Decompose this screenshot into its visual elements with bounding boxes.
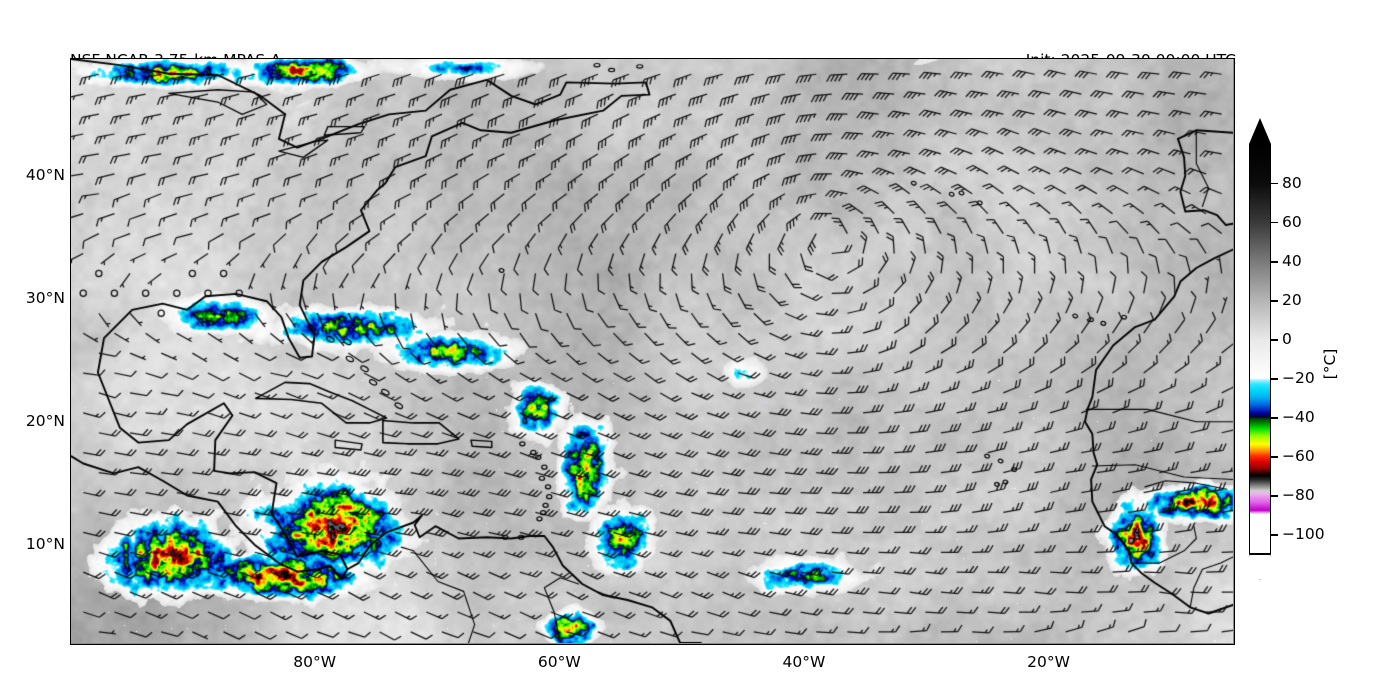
map-plot-area[interactable] xyxy=(70,58,1235,645)
colorbar[interactable] xyxy=(1249,118,1271,580)
lon-tick-60°W: 60°W xyxy=(537,653,581,671)
colorbar-tick-mark xyxy=(1271,222,1278,224)
colorbar-tick-mark xyxy=(1271,300,1278,302)
colorbar-tick-mark xyxy=(1271,261,1278,263)
colorbar-tick-mark xyxy=(1271,183,1278,185)
lon-tick-40°W: 40°W xyxy=(782,653,826,671)
colorbar-tick-mark xyxy=(1271,456,1278,458)
colorbar-tick-mark xyxy=(1271,495,1278,497)
colorbar-tick-0: 0 xyxy=(1282,330,1292,349)
lat-tick-20°N: 20°N xyxy=(25,411,65,430)
colorbar-tick--20: −20 xyxy=(1282,369,1315,388)
colorbar-title: [°C] xyxy=(1321,348,1339,380)
map-canvas-layer xyxy=(71,59,1234,644)
lon-tick-20°W: 20°W xyxy=(1027,653,1070,671)
colorbar-tick-mark xyxy=(1271,417,1278,419)
colorbar-tick--40: −40 xyxy=(1282,408,1315,427)
colorbar-gradient xyxy=(1250,145,1270,553)
lat-tick-10°N: 10°N xyxy=(25,534,65,553)
lat-tick-40°N: 40°N xyxy=(25,165,65,184)
colorbar-tick-mark xyxy=(1271,378,1278,380)
colorbar-tick-mark xyxy=(1271,534,1278,536)
wind-barb-layer xyxy=(71,59,1233,643)
colorbar-min-extension-arrow xyxy=(1249,554,1271,580)
colorbar-tick--60: −60 xyxy=(1282,447,1315,466)
colorbar-tick-mark xyxy=(1271,339,1278,341)
colorbar-max-extension-arrow xyxy=(1249,118,1271,144)
colorbar-body xyxy=(1249,144,1271,554)
lat-tick-30°N: 30°N xyxy=(25,288,65,307)
colorbar-tick-80: 80 xyxy=(1282,174,1302,193)
colorbar-tick-60: 60 xyxy=(1282,213,1302,232)
lon-tick-80°W: 80°W xyxy=(293,653,337,671)
colorbar-tick-40: 40 xyxy=(1282,252,1302,271)
colorbar-tick--100: −100 xyxy=(1282,525,1325,544)
colorbar-tick-20: 20 xyxy=(1282,291,1302,310)
colorbar-tick--80: −80 xyxy=(1282,486,1315,505)
